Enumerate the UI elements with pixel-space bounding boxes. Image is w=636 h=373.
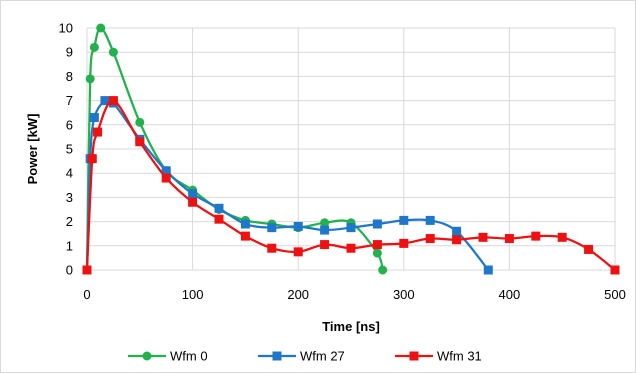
data-point xyxy=(214,203,224,213)
legend-label: Wfm 0 xyxy=(170,349,208,364)
legend-marker xyxy=(272,351,282,361)
y-tick-label: 7 xyxy=(66,93,73,108)
data-point xyxy=(346,243,356,253)
data-point xyxy=(89,42,99,52)
data-point xyxy=(557,232,567,242)
data-point xyxy=(372,219,382,229)
series-group xyxy=(82,23,620,275)
x-tick-label: 400 xyxy=(499,287,521,302)
legend-item: Wfm 0 xyxy=(128,349,208,364)
legend-label: Wfm 31 xyxy=(437,349,482,364)
y-tick-label: 2 xyxy=(66,214,73,229)
data-point xyxy=(188,197,198,207)
data-point xyxy=(214,214,224,224)
x-tick-label: 0 xyxy=(83,287,90,302)
y-tick-label: 9 xyxy=(66,45,73,60)
data-point xyxy=(135,117,145,127)
series-2 xyxy=(82,96,620,275)
data-point xyxy=(89,113,99,123)
data-point xyxy=(478,232,488,242)
data-point xyxy=(320,218,330,228)
data-point xyxy=(584,244,594,254)
y-tick-label: 3 xyxy=(66,190,73,205)
y-tick-label: 8 xyxy=(66,69,73,84)
legend-item: Wfm 31 xyxy=(395,349,482,364)
legend-marker xyxy=(142,351,152,361)
data-point xyxy=(93,127,103,137)
y-tick-label: 6 xyxy=(66,117,73,132)
legend-marker xyxy=(409,351,419,361)
y-tick-label: 1 xyxy=(66,238,73,253)
data-point xyxy=(452,226,462,236)
y-tick-label: 10 xyxy=(59,21,73,36)
legend-item: Wfm 27 xyxy=(258,349,345,364)
data-point xyxy=(135,137,145,147)
data-point xyxy=(320,240,330,250)
y-tick-label: 0 xyxy=(66,263,73,278)
data-point xyxy=(108,47,118,57)
data-point xyxy=(399,215,409,225)
data-point xyxy=(85,74,95,84)
data-point xyxy=(240,231,250,241)
data-point xyxy=(293,247,303,257)
x-tick-label: 100 xyxy=(182,287,204,302)
legend: Wfm 0 Wfm 27 Wfm 31 xyxy=(128,349,482,364)
data-point xyxy=(108,96,118,106)
data-point xyxy=(483,265,493,275)
data-point xyxy=(100,96,110,106)
data-point xyxy=(378,265,388,275)
x-tick-label: 500 xyxy=(604,287,626,302)
data-point xyxy=(346,223,356,233)
data-point xyxy=(87,154,97,164)
data-point xyxy=(96,23,106,33)
data-point xyxy=(267,223,277,233)
data-point xyxy=(610,265,620,275)
y-axis-title: Power [kW] xyxy=(25,114,40,185)
data-point xyxy=(267,243,277,253)
data-point xyxy=(161,173,171,183)
data-point xyxy=(372,248,382,258)
x-tick-label: 300 xyxy=(393,287,415,302)
data-point xyxy=(240,219,250,229)
data-point xyxy=(425,234,435,244)
x-tick-label: 200 xyxy=(287,287,309,302)
data-point xyxy=(425,215,435,225)
data-point xyxy=(82,265,92,275)
data-point xyxy=(161,166,171,176)
data-point xyxy=(504,234,514,244)
y-tick-label: 4 xyxy=(66,166,73,181)
x-axis-title: Time [ns] xyxy=(322,319,380,334)
data-point xyxy=(293,221,303,231)
data-point xyxy=(188,189,198,199)
data-point xyxy=(531,231,541,241)
data-point xyxy=(399,238,409,248)
data-point xyxy=(320,225,330,235)
legend-label: Wfm 27 xyxy=(300,349,345,364)
data-point xyxy=(372,240,382,250)
data-point xyxy=(452,235,462,245)
y-tick-label: 5 xyxy=(66,142,73,157)
